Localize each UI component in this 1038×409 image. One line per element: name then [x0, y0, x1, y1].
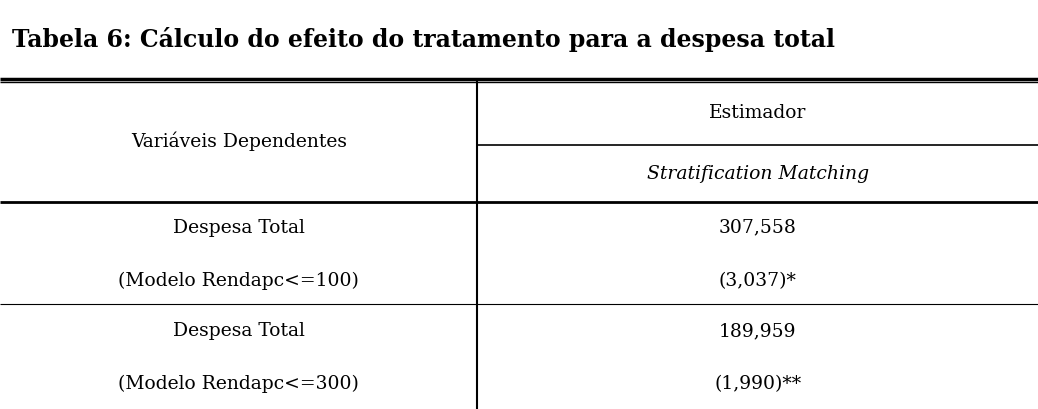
Text: (Modelo Rendapc<=300): (Modelo Rendapc<=300): [118, 374, 359, 393]
Text: 189,959: 189,959: [719, 321, 796, 339]
Text: Despesa Total: Despesa Total: [172, 218, 305, 236]
Text: Tabela 6: Cálculo do efeito do tratamento para a despesa total: Tabela 6: Cálculo do efeito do tratament…: [12, 27, 836, 52]
Text: Despesa Total: Despesa Total: [172, 321, 305, 339]
Text: Estimador: Estimador: [709, 103, 807, 121]
Text: 307,558: 307,558: [718, 218, 797, 236]
Text: Variáveis Dependentes: Variáveis Dependentes: [131, 131, 347, 151]
Text: Stratification Matching: Stratification Matching: [647, 165, 869, 183]
Text: (Modelo Rendapc<=100): (Modelo Rendapc<=100): [118, 271, 359, 289]
Text: (1,990)**: (1,990)**: [714, 375, 801, 392]
Text: (3,037)*: (3,037)*: [718, 271, 797, 289]
